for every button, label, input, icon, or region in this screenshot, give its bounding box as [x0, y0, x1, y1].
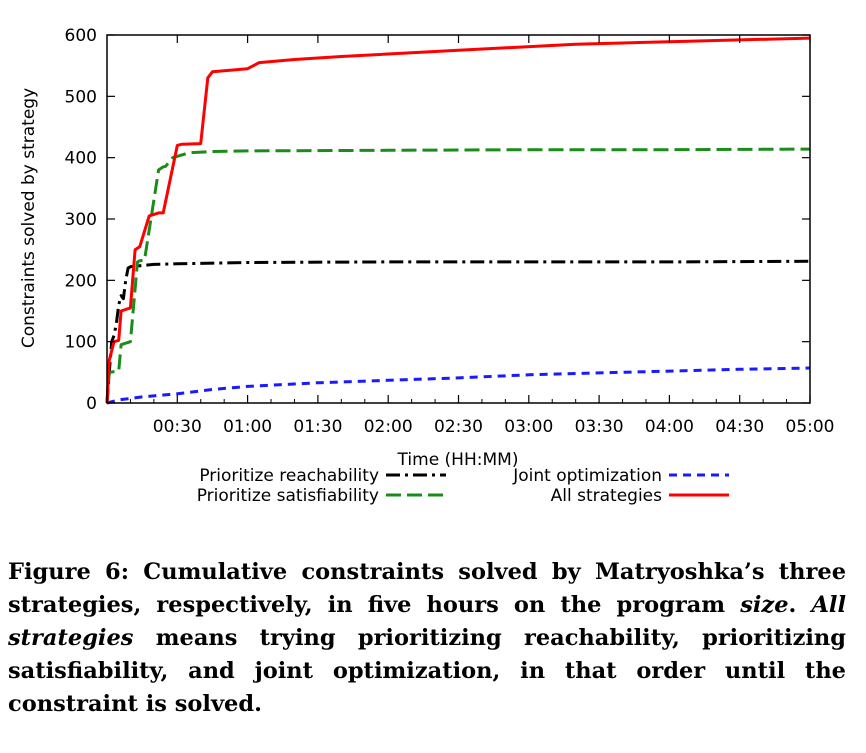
- x-tick-label: 01:00: [223, 417, 272, 437]
- y-tick-label: 600: [65, 26, 97, 46]
- x-tick-label: 01:30: [293, 417, 342, 437]
- figure-caption: Figure 6: Cumulative constraints solved …: [8, 556, 846, 721]
- y-axis-ticks: 0 100 200 300 400 500 600: [65, 26, 810, 414]
- caption-text-part-2: .: [788, 592, 812, 618]
- legend: Prioritize reachability Prioritize satis…: [197, 466, 729, 506]
- y-axis-title: Constraints solved by strategy: [19, 88, 39, 348]
- plot-area: [105, 34, 811, 405]
- series-line-joint-optimization: [106, 366, 811, 405]
- caption-label: Figure 6:: [8, 559, 130, 585]
- x-tick-label: 04:00: [645, 417, 694, 437]
- caption-text-part-1: Cumulative constraints solved by Matryos…: [8, 559, 847, 618]
- x-axis-ticks: 00:30 01:00 01:30 02:00 02:30 03:00 03:30 04:00…: [129, 35, 835, 437]
- plot-frame: [106, 34, 811, 404]
- legend-label-joint-optimization: Joint optimization: [512, 466, 662, 486]
- caption-all-strategies: All strategies: [8, 592, 847, 651]
- x-tick-label: 02:00: [364, 417, 413, 437]
- y-tick-label: 400: [65, 149, 97, 169]
- caption-program-name: size: [740, 592, 789, 618]
- x-tick-label: 03:00: [504, 417, 553, 437]
- x-tick-label: 04:30: [715, 417, 764, 437]
- legend-label-prioritize-satisfiability: Prioritize satisfiability: [197, 486, 379, 506]
- chart: 0 100 200 300 400 500 600 00:30 01:00 01:30 02:00…: [19, 26, 835, 506]
- x-tick-label: 00:30: [153, 417, 202, 437]
- series-line-prioritize-reachability: [105, 259, 811, 404]
- y-tick-label: 200: [65, 271, 97, 291]
- x-tick-label: 03:30: [575, 417, 624, 437]
- legend-label-prioritize-reachability: Prioritize reachability: [199, 466, 379, 486]
- y-tick-label: 0: [86, 394, 97, 414]
- y-tick-label: 300: [65, 210, 97, 230]
- series-line-prioritize-satisfiability: [105, 147, 811, 404]
- y-tick-label: 100: [65, 333, 97, 353]
- series-line-all-strategies: [105, 36, 811, 404]
- x-tick-label: 02:30: [434, 417, 483, 437]
- legend-label-all-strategies: All strategies: [551, 486, 663, 506]
- x-axis-title: Time (HH:MM): [397, 450, 519, 470]
- y-tick-label: 500: [65, 87, 97, 107]
- caption-text-part-3: means trying prioritizing reachability, …: [8, 625, 846, 717]
- x-tick-label: 05:00: [786, 417, 835, 437]
